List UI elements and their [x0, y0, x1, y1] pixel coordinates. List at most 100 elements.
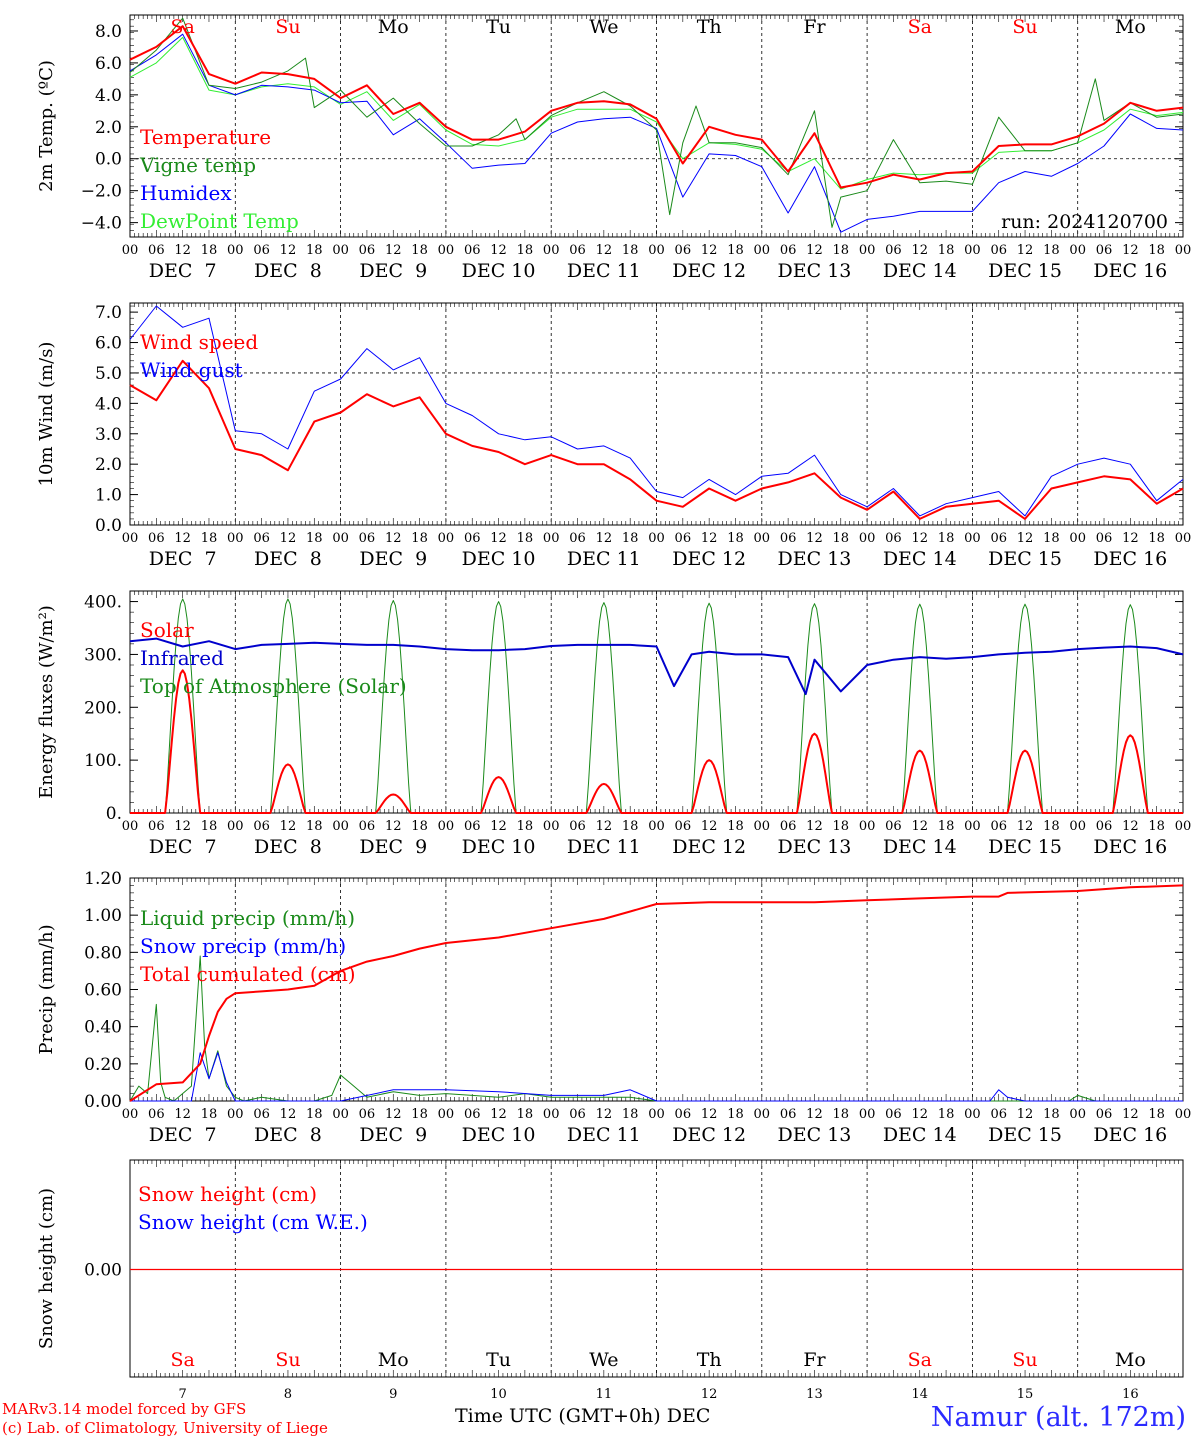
hour-tick-label: 18 [306, 819, 323, 834]
date-label: DEC 11 [567, 836, 641, 858]
panel-1 [129, 14, 1184, 238]
hour-tick-label: 12 [174, 819, 191, 834]
hour-tick-label: 18 [411, 1107, 428, 1122]
legend-entry: Total cumulated (cm) [140, 962, 356, 986]
legend-entry: Solar [140, 618, 194, 642]
date-label: DEC 10 [462, 260, 536, 282]
hour-tick-label: 12 [806, 819, 823, 834]
hour-tick-label: 18 [411, 531, 428, 546]
y-tick-label: 200. [84, 698, 122, 718]
hour-tick-label: 12 [1017, 1107, 1034, 1122]
series-line-solar [130, 669, 1183, 814]
weekday-label: Tu [486, 16, 511, 38]
y-tick-label: 5.0 [95, 364, 122, 384]
date-label: DEC 14 [883, 1124, 957, 1146]
hour-tick-label: 18 [727, 1107, 744, 1122]
weekday-label: Th [697, 16, 722, 38]
hour-tick-label: 06 [780, 531, 797, 546]
y-tick-label: 4.0 [95, 394, 122, 414]
hour-tick-label: 00 [227, 819, 244, 834]
day-number-label: 11 [596, 1387, 613, 1402]
weekday-label: Mo [1115, 16, 1146, 38]
y-tick-label: −2.0 [81, 182, 122, 202]
hour-tick-label: 18 [411, 243, 428, 258]
hour-tick-label: 06 [148, 1107, 165, 1122]
hour-tick-label: 12 [911, 819, 928, 834]
series-line-infrared [129, 637, 1184, 696]
y-tick-label: 1.0 [95, 486, 122, 506]
hour-tick-label: 06 [885, 1107, 902, 1122]
hour-tick-label: 18 [201, 819, 218, 834]
weekday-label: Mo [378, 16, 409, 38]
hour-tick-label: 00 [1175, 1107, 1192, 1122]
hour-tick-label: 12 [806, 243, 823, 258]
hour-tick-label: 06 [990, 1107, 1007, 1122]
hour-tick-label: 18 [1148, 819, 1165, 834]
y-tick-label: 2.0 [95, 455, 122, 475]
series-line-wind-gust [129, 305, 1184, 517]
hour-tick-label: 00 [964, 819, 981, 834]
y-tick-label: 7.0 [95, 303, 122, 323]
day-number-label: 13 [806, 1387, 823, 1402]
y-tick-label: 400. [84, 593, 122, 613]
legend-entry: Snow height (cm) [138, 1182, 317, 1206]
series-line-temperature [129, 25, 1184, 189]
hour-tick-label: 00 [1069, 1107, 1086, 1122]
legend-entry: Wind gust [140, 358, 243, 382]
date-label: DEC 15 [988, 260, 1062, 282]
date-label: DEC 7 [149, 836, 217, 858]
hour-tick-label: 12 [280, 819, 297, 834]
date-label: DEC 7 [149, 548, 217, 570]
hour-tick-label: 18 [938, 531, 955, 546]
y-tick-label: 0.40 [84, 1018, 122, 1038]
y-tick-label: 3.0 [95, 425, 122, 445]
hour-tick-label: 12 [596, 243, 613, 258]
hour-tick-label: 00 [227, 1107, 244, 1122]
hour-tick-label: 12 [701, 819, 718, 834]
y-tick-label: 0.00 [84, 1092, 122, 1112]
date-label: DEC 13 [778, 836, 852, 858]
y-tick-label: 0.60 [84, 981, 122, 1001]
hour-tick-label: 18 [622, 1107, 639, 1122]
hour-tick-label: 18 [411, 819, 428, 834]
hour-tick-label: 12 [1017, 531, 1034, 546]
hour-tick-label: 18 [1148, 531, 1165, 546]
hour-tick-label: 12 [280, 1107, 297, 1122]
hour-tick-label: 06 [359, 531, 376, 546]
hour-tick-label: 00 [122, 1107, 139, 1122]
panel-3 [129, 590, 1184, 814]
date-label: DEC 10 [462, 548, 536, 570]
date-label: DEC 9 [359, 548, 427, 570]
hour-tick-label: 18 [1043, 819, 1060, 834]
weekday-label: Th [697, 1349, 722, 1371]
hour-tick-label: 00 [438, 1107, 455, 1122]
hour-tick-label: 06 [885, 531, 902, 546]
legend-entry: Snow precip (mm/h) [140, 934, 346, 958]
hour-tick-label: 06 [1096, 531, 1113, 546]
y-tick-label: 0.20 [84, 1055, 122, 1075]
hour-tick-label: 00 [543, 243, 560, 258]
series-line-vigne-temp [129, 17, 1184, 228]
hour-tick-label: 06 [359, 1107, 376, 1122]
date-label: DEC 12 [672, 548, 746, 570]
weekday-label: Su [275, 1349, 300, 1371]
hour-tick-label: 06 [253, 819, 270, 834]
hour-tick-label: 18 [517, 1107, 534, 1122]
weekday-label: We [589, 16, 618, 38]
date-label: DEC 11 [567, 1124, 641, 1146]
legend-entry: Vigne temp [139, 153, 256, 177]
weekday-label: We [589, 1349, 618, 1371]
hour-tick-label: 12 [280, 531, 297, 546]
run-label: run: 2024120700 [1001, 211, 1168, 233]
hour-tick-label: 00 [859, 819, 876, 834]
y-tick-label: 2.0 [95, 118, 122, 138]
date-label: DEC 8 [254, 836, 322, 858]
day-number-label: 10 [490, 1387, 507, 1402]
lab-credit: (c) Lab. of Climatology, University of L… [2, 1419, 328, 1437]
hour-tick-label: 00 [754, 531, 771, 546]
station-name: Namur (alt. 172m) [930, 1402, 1186, 1433]
hour-tick-label: 12 [174, 1107, 191, 1122]
hour-tick-label: 18 [517, 819, 534, 834]
hour-tick-label: 18 [306, 1107, 323, 1122]
legend-entry: Humidex [140, 181, 232, 205]
